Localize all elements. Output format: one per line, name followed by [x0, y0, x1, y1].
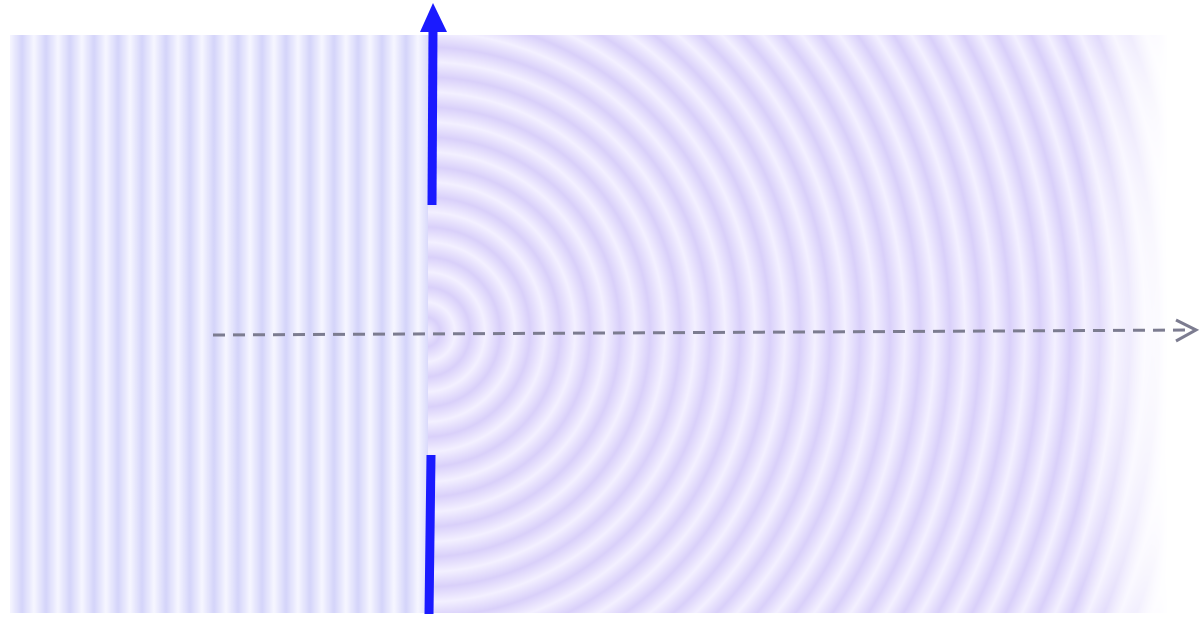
barrier-upper	[427, 27, 438, 206]
diffracted-circular-waves	[428, 35, 1168, 613]
barrier-lower	[424, 454, 436, 615]
propagation-axis	[212, 328, 1193, 337]
arrow-up-icon	[420, 3, 447, 32]
arrow-right-icon	[1175, 318, 1200, 343]
incident-plane-waves	[10, 35, 430, 613]
